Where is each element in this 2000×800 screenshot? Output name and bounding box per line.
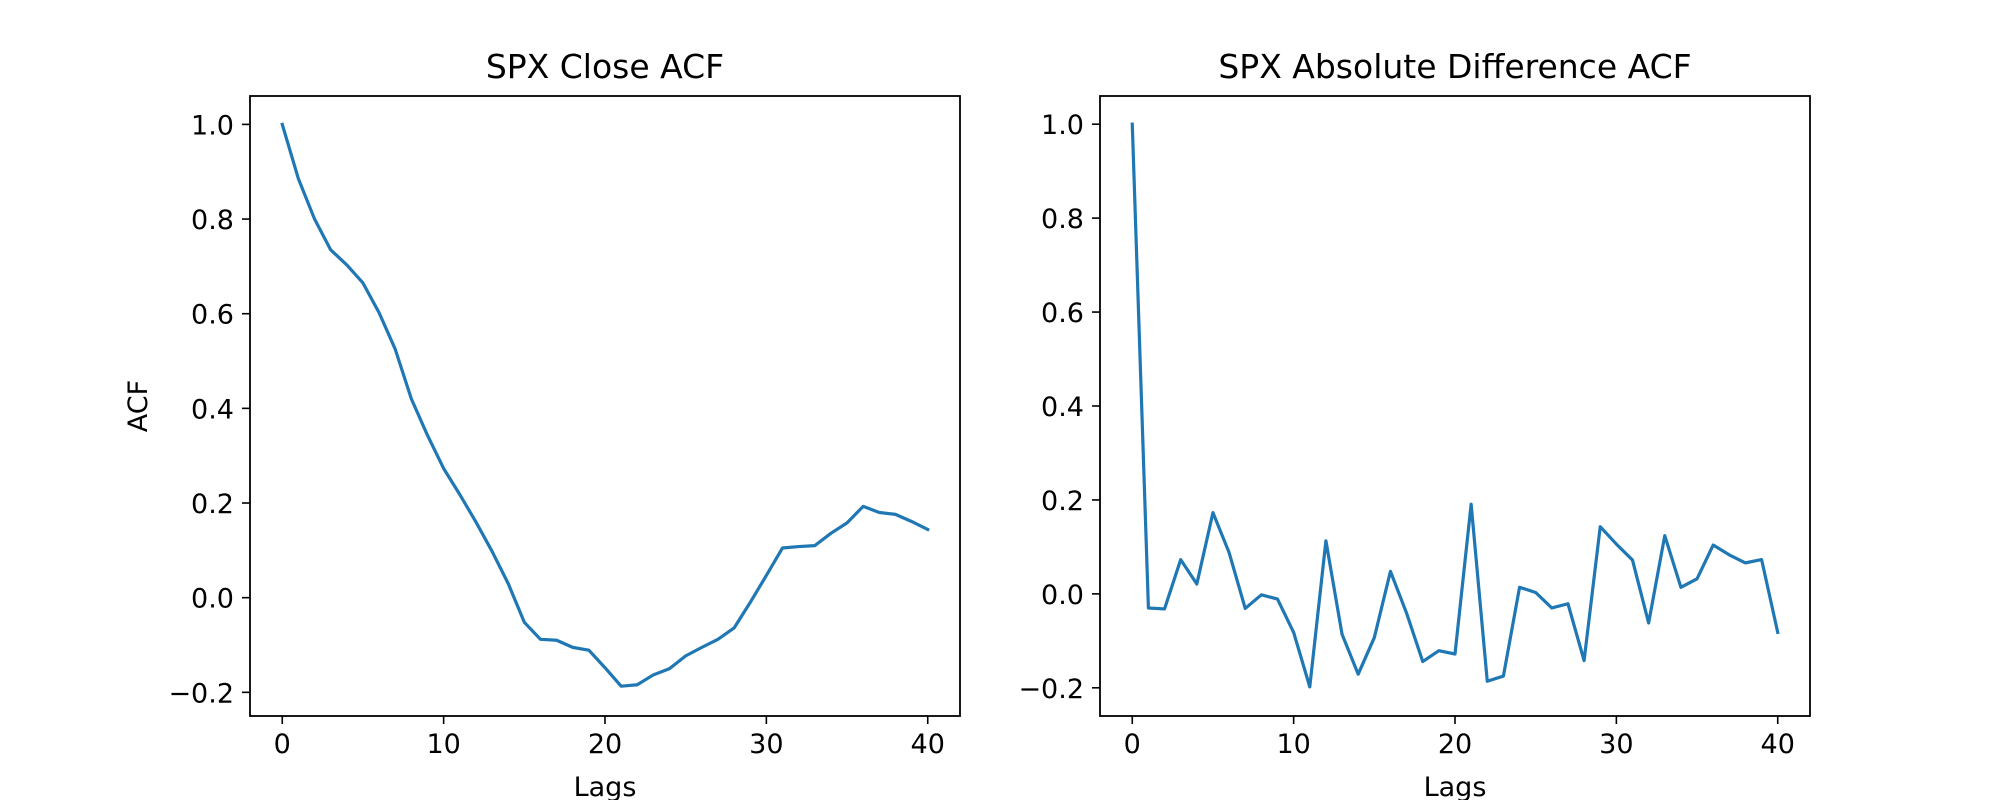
y-tick-label: 0.4 xyxy=(191,394,234,425)
y-tick-label: 0.4 xyxy=(1041,392,1084,423)
y-tick-label: 0.6 xyxy=(191,300,234,331)
chart-title: SPX Close ACF xyxy=(486,47,724,86)
x-tick-label: 40 xyxy=(911,729,945,760)
y-tick-label: −0.2 xyxy=(1018,674,1084,705)
y-tick-label: 0.0 xyxy=(191,584,234,615)
x-tick-label: 10 xyxy=(1276,729,1310,760)
x-tick-label: 20 xyxy=(588,729,622,760)
x-tick-label: 20 xyxy=(1438,729,1472,760)
y-tick-label: 1.0 xyxy=(191,110,234,141)
chart-spx-close-acf: 0 10 20 30 40 −0.2 0.0 0.2 0.4 0.6 0.8 1.0 SPX Close… xyxy=(123,47,961,800)
series-line-0 xyxy=(280,122,930,688)
y-tick-label: 0.0 xyxy=(1041,580,1084,611)
chart-title: SPX Absolute Difference ACF xyxy=(1218,47,1691,86)
x-tick-label: 30 xyxy=(749,729,783,760)
y-tick-label: 0.2 xyxy=(191,489,234,520)
y-tick-label: 0.8 xyxy=(1041,204,1084,235)
y-axis-label: ACF xyxy=(123,380,154,432)
x-tick-label: 40 xyxy=(1761,729,1795,760)
x-tick-label: 0 xyxy=(274,729,291,760)
x-tick-label: 10 xyxy=(426,729,460,760)
y-tick-label: 0.6 xyxy=(1041,298,1084,329)
series-line-0 xyxy=(1130,122,1780,689)
chart-spx-absolute-difference-acf: 0 10 20 30 40 −0.2 0.0 0.2 0.4 0.6 0.8 1.0 SPX Absol… xyxy=(1018,47,1811,800)
y-tick-label: 1.0 xyxy=(1041,110,1084,141)
x-axis-label: Lags xyxy=(1424,772,1487,800)
y-tick-label: 0.8 xyxy=(191,205,234,236)
y-tick-label: 0.2 xyxy=(1041,486,1084,517)
x-tick-label: 0 xyxy=(1124,729,1141,760)
x-axis-label: Lags xyxy=(574,772,637,800)
x-tick-label: 30 xyxy=(1599,729,1633,760)
y-tick-label: −0.2 xyxy=(168,678,234,709)
